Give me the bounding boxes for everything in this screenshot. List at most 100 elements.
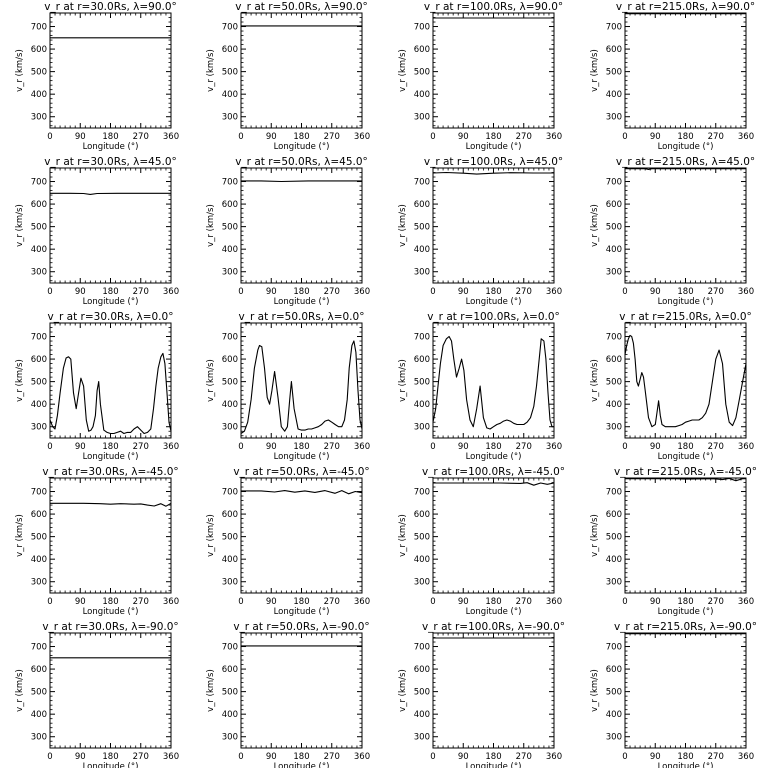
x-tick-label: 360 bbox=[354, 132, 370, 142]
y-tick-label: 300 bbox=[606, 578, 622, 588]
x-tick-label: 360 bbox=[546, 442, 562, 452]
plot-frame bbox=[432, 632, 555, 749]
x-tick-label: 90 bbox=[266, 442, 277, 452]
y-tick-label: 600 bbox=[606, 355, 622, 365]
x-tick-label: 360 bbox=[738, 597, 754, 607]
data-line bbox=[50, 502, 172, 507]
plot-frame bbox=[240, 477, 363, 594]
x-tick-label: 270 bbox=[324, 287, 340, 297]
y-tick-label: 400 bbox=[414, 710, 430, 720]
panel-2-2: v_r at r=50.0Rs, λ=45.0° Longitude (°) v_r… bbox=[206, 156, 370, 307]
y-tick-label: 400 bbox=[414, 90, 430, 100]
y-tick-label: 600 bbox=[414, 200, 430, 210]
y-tick-label: 300 bbox=[414, 113, 430, 123]
x-tick-label: 0 bbox=[238, 597, 243, 607]
x-tick-label: 0 bbox=[622, 287, 627, 297]
x-tick-label: 360 bbox=[354, 752, 370, 762]
x-axis-label: Longitude (°) bbox=[466, 142, 522, 152]
x-tick-label: 360 bbox=[546, 597, 562, 607]
x-axis-label: Longitude (°) bbox=[274, 297, 330, 307]
x-tick-label: 360 bbox=[354, 597, 370, 607]
x-axis-label: Longitude (°) bbox=[83, 452, 139, 462]
panel-3-4: v_r at r=215.0Rs, λ=0.0° Longitude (°) v_r… bbox=[590, 311, 754, 462]
x-tick-label: 90 bbox=[266, 132, 277, 142]
x-tick-label: 270 bbox=[516, 287, 532, 297]
x-tick-label: 0 bbox=[47, 132, 52, 142]
x-tick-label: 180 bbox=[677, 287, 693, 297]
y-tick-label: 400 bbox=[222, 710, 238, 720]
y-tick-label: 600 bbox=[414, 355, 430, 365]
y-tick-label: 300 bbox=[606, 268, 622, 278]
x-tick-label: 90 bbox=[458, 597, 469, 607]
plot-frame bbox=[624, 322, 747, 439]
y-axis-label: v_r (km/s) bbox=[15, 514, 25, 557]
panel-title: v_r at r=100.0Rs, λ=45.0° bbox=[424, 156, 563, 168]
y-tick-label: 400 bbox=[606, 245, 622, 255]
x-tick-label: 90 bbox=[75, 287, 86, 297]
data-line bbox=[625, 477, 746, 482]
x-tick-label: 90 bbox=[650, 442, 661, 452]
y-tick-label: 500 bbox=[222, 688, 238, 698]
y-tick-label: 700 bbox=[606, 23, 622, 33]
y-tick-label: 500 bbox=[414, 68, 430, 78]
x-tick-label: 180 bbox=[677, 597, 693, 607]
x-axis-label: Longitude (°) bbox=[658, 452, 714, 462]
x-tick-label: 180 bbox=[677, 752, 693, 762]
x-tick-label: 360 bbox=[163, 132, 179, 142]
x-axis-label: Longitude (°) bbox=[83, 762, 139, 768]
y-axis-label: v_r (km/s) bbox=[398, 514, 408, 557]
panel-title: v_r at r=50.0Rs, λ=-90.0° bbox=[233, 621, 369, 633]
data-line bbox=[49, 352, 172, 435]
x-tick-label: 0 bbox=[622, 442, 627, 452]
x-tick-label: 0 bbox=[430, 132, 435, 142]
x-axis-label: Longitude (°) bbox=[83, 607, 139, 617]
y-axis-label: v_r (km/s) bbox=[398, 669, 408, 712]
x-tick-label: 180 bbox=[293, 752, 309, 762]
x-tick-label: 0 bbox=[238, 287, 243, 297]
y-tick-label: 300 bbox=[414, 733, 430, 743]
panel-3-1: v_r at r=30.0Rs, λ=0.0° Longitude (°) v_r … bbox=[15, 311, 179, 462]
x-axis-label: Longitude (°) bbox=[658, 142, 714, 152]
x-tick-label: 270 bbox=[324, 442, 340, 452]
x-tick-label: 270 bbox=[133, 752, 149, 762]
x-tick-label: 360 bbox=[163, 597, 179, 607]
data-line bbox=[625, 168, 746, 170]
plot-frame bbox=[240, 12, 363, 129]
y-tick-label: 500 bbox=[606, 688, 622, 698]
y-tick-label: 400 bbox=[222, 90, 238, 100]
panel-3-3: v_r at r=100.0Rs, λ=0.0° Longitude (°) v_r… bbox=[398, 311, 562, 462]
x-tick-label: 180 bbox=[293, 442, 309, 452]
y-tick-label: 400 bbox=[31, 555, 47, 565]
panel-1-3: v_r at r=100.0Rs, λ=90.0° Longitude (°) v_… bbox=[398, 1, 563, 152]
y-axis-label: v_r (km/s) bbox=[206, 669, 216, 712]
panel-title: v_r at r=215.0Rs, λ=90.0° bbox=[616, 1, 755, 13]
y-tick-label: 700 bbox=[31, 333, 47, 343]
panel-2-4: v_r at r=215.0Rs, λ=45.0° Longitude (°) v_… bbox=[590, 156, 755, 307]
x-axis-label: Longitude (°) bbox=[658, 607, 714, 617]
x-tick-label: 180 bbox=[293, 597, 309, 607]
y-axis-label: v_r (km/s) bbox=[206, 514, 216, 557]
x-tick-label: 90 bbox=[458, 287, 469, 297]
y-tick-label: 500 bbox=[606, 223, 622, 233]
y-tick-label: 300 bbox=[222, 578, 238, 588]
x-tick-label: 90 bbox=[266, 287, 277, 297]
panel-5-2: v_r at r=50.0Rs, λ=-90.0° Longitude (°) v_… bbox=[206, 621, 370, 768]
x-tick-label: 270 bbox=[708, 132, 724, 142]
x-tick-label: 90 bbox=[650, 287, 661, 297]
y-tick-label: 600 bbox=[606, 45, 622, 55]
x-tick-label: 180 bbox=[102, 132, 118, 142]
x-tick-label: 180 bbox=[293, 132, 309, 142]
x-tick-label: 270 bbox=[133, 132, 149, 142]
x-tick-label: 90 bbox=[266, 752, 277, 762]
x-tick-label: 90 bbox=[266, 597, 277, 607]
y-tick-label: 300 bbox=[414, 578, 430, 588]
panel-5-4: v_r at r=215.0Rs, λ=-90.0° Longitude (°) v… bbox=[590, 621, 757, 768]
x-axis-label: Longitude (°) bbox=[466, 452, 522, 462]
plot-frame bbox=[432, 12, 555, 129]
x-tick-label: 0 bbox=[622, 752, 627, 762]
panel-title: v_r at r=50.0Rs, λ=45.0° bbox=[235, 156, 368, 168]
data-line bbox=[432, 335, 554, 430]
panel-title: v_r at r=30.0Rs, λ=90.0° bbox=[44, 1, 177, 13]
y-tick-label: 700 bbox=[414, 333, 430, 343]
